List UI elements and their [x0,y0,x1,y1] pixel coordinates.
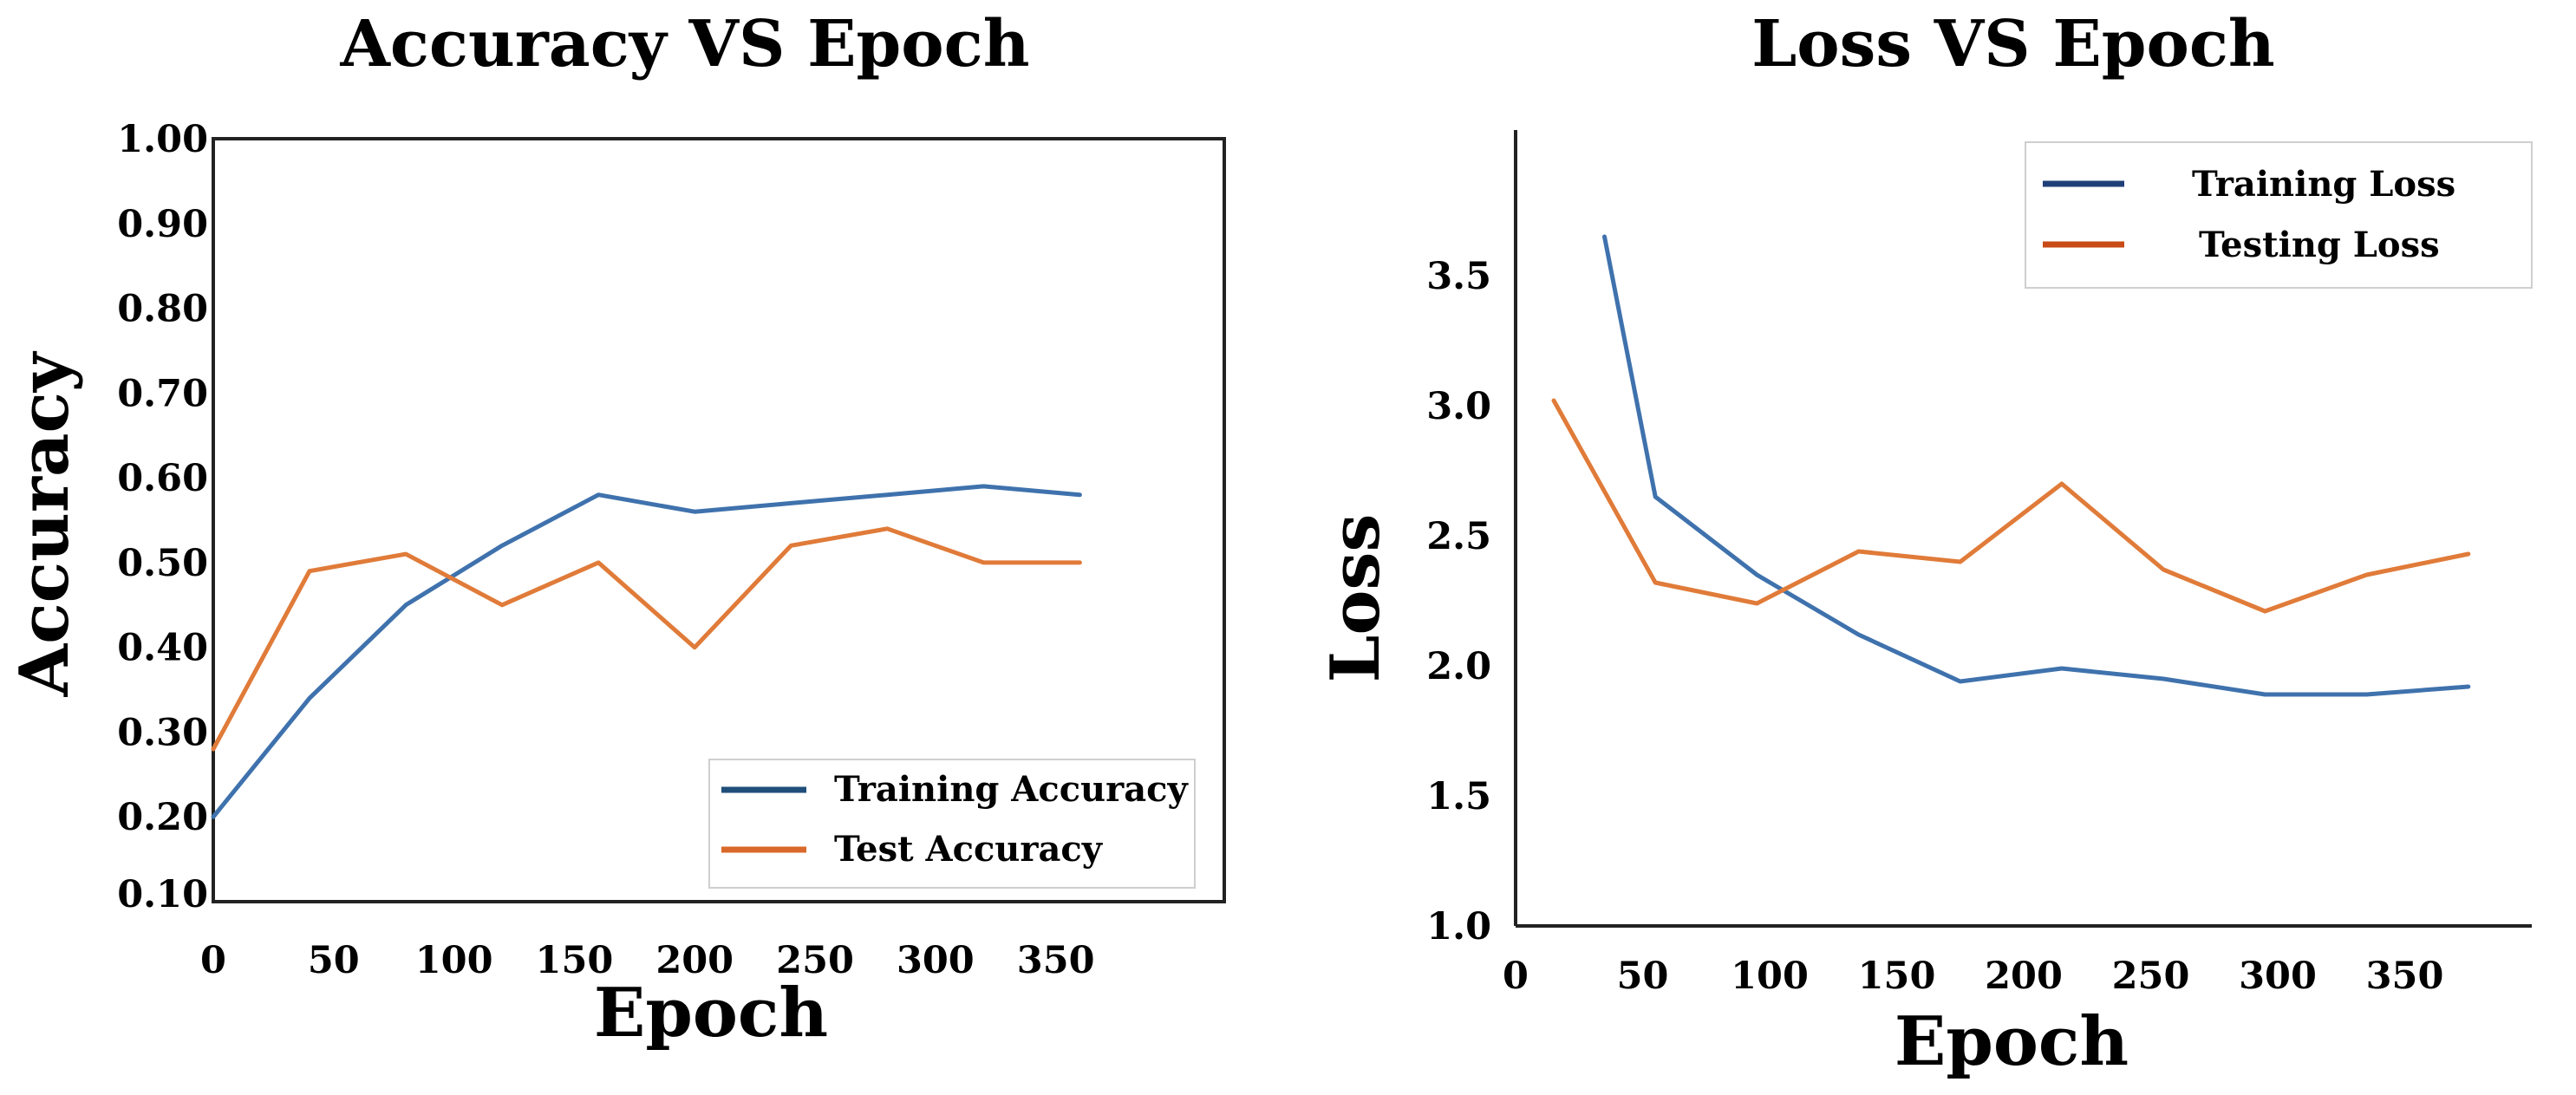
loss-legend: Training Loss Testing Loss [2025,141,2533,289]
accuracy-plot-frame [212,137,1226,903]
loss-x-axis-label: Epoch [1895,1002,2129,1081]
accuracy-xtick-label: 150 [536,939,614,982]
accuracy-xtick-label: 350 [1017,939,1095,982]
loss-ytick-label: 3.0 [1426,385,1491,428]
accuracy-xtick-label: 200 [655,939,734,982]
accuracy-series-line-training-accuracy [211,484,1082,819]
loss-xtick-label: 100 [1731,955,1809,998]
loss-chart-title: Loss VS Epoch [1751,7,2274,81]
loss-xtick-label: 350 [2366,955,2444,998]
accuracy-y-ticks: 0.20 0.30 0.40 0.50 0.60 0.70 0.80 0.90 1.00 [117,118,208,839]
loss-ytick-label: 3.5 [1426,255,1491,298]
accuracy-ytick-label: 0.30 [117,711,208,754]
loss-xtick-label: 300 [2239,955,2317,998]
loss-chart: Loss VS Epoch 1.0 1.5 2.0 2.5 3.0 3.5 0 50 100 1… [1316,7,2533,1081]
accuracy-ytick-label: 0.70 [117,372,208,415]
loss-y-axis-label: Loss [1316,514,1395,683]
accuracy-xtick-label: 250 [776,939,854,982]
loss-series-line-training-loss [1602,234,2471,697]
accuracy-ytick-label: 0.20 [117,796,208,839]
accuracy-xtick-label: 50 [308,939,360,982]
loss-x-ticks: 0 50 100 150 200 250 300 350 [1503,955,2443,998]
loss-xtick-label: 150 [1858,955,1936,998]
accuracy-chart: Accuracy VS Epoch 0.200.300.400.500.600.… [5,7,1226,1053]
loss-xtick-label: 50 [1617,955,1669,998]
loss-xtick-label: 200 [1985,955,2063,998]
accuracy-series [211,484,1082,819]
loss-y-ticks: 1.0 1.5 2.0 2.5 3.0 3.5 [1426,255,1491,948]
accuracy-series-line-test-accuracy [211,526,1082,752]
accuracy-x-axis-label: Epoch [594,974,828,1053]
loss-ytick-label: 2.0 [1426,645,1491,688]
accuracy-ytick-label: 0.80 [117,288,208,331]
loss-xtick-label: 0 [1503,955,1529,998]
accuracy-legend-label-test: Test Accuracy [834,829,1104,870]
loss-legend-box [2025,141,2533,289]
loss-ytick-label: 2.5 [1426,515,1491,558]
accuracy-legend: Training Accuracy Test Accuracy [708,759,1196,889]
loss-series-line-testing-loss [1551,398,2471,614]
accuracy-ytick-label: 1.00 [117,118,208,161]
accuracy-legend-label-training: Training Accuracy [834,769,1189,810]
loss-series [1551,234,2471,697]
loss-legend-label-training: Training Loss [2192,164,2455,205]
accuracy-xtick-label: 0 [200,939,226,982]
loss-ytick-label: 1.5 [1426,775,1491,818]
accuracy-ytick-label: 0.90 [117,203,208,246]
loss-legend-label-testing: Testing Loss [2199,225,2440,265]
accuracy-chart-title: Accuracy VS Epoch [339,7,1029,81]
accuracy-ytick-label: 0.50 [117,542,208,585]
accuracy-x-ticks: 0 50 100 150 200 250 300 350 [200,939,1095,982]
accuracy-ytick-label: 0.60 [117,457,208,500]
accuracy-ytick-label: 0.40 [117,627,208,670]
accuracy-ytick-label-0.10: 0.10 [117,873,208,916]
loss-xtick-label: 250 [2112,955,2190,998]
loss-ytick-label: 1.0 [1426,905,1491,948]
accuracy-y-axis-label: Accuracy [5,350,84,697]
accuracy-xtick-label: 300 [897,939,975,982]
accuracy-xtick-label: 100 [415,939,493,982]
accuracy-legend-box [708,759,1196,889]
